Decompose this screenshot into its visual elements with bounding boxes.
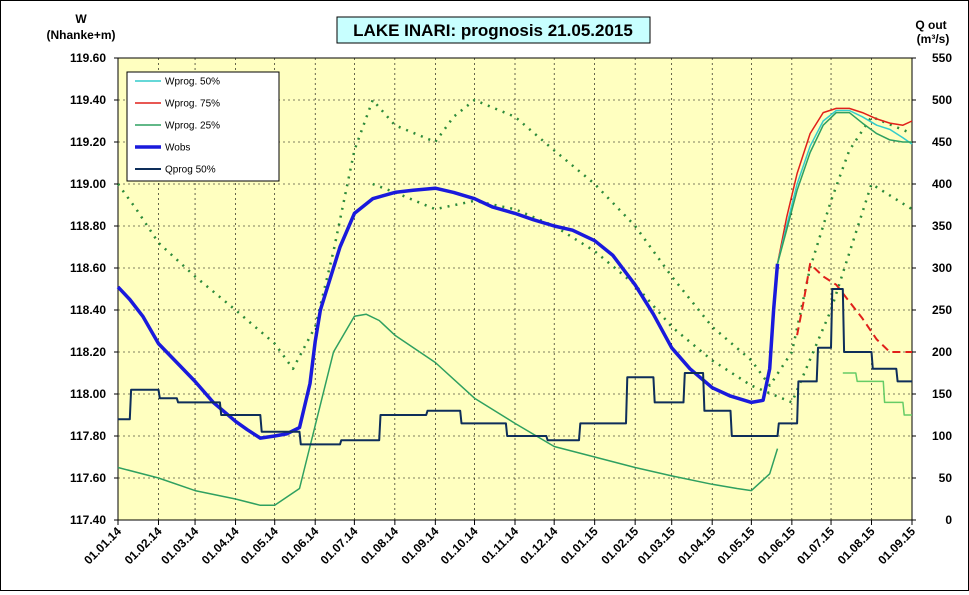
- x-axis-tick-label: 01.05.14: [238, 524, 281, 567]
- x-axis-tick-label: 01.06.14: [278, 524, 321, 567]
- series-line-3: [776, 111, 912, 264]
- right-axis-tick-label: 150: [932, 387, 952, 401]
- legend-label: Wobs: [165, 143, 190, 154]
- x-axis-ticks: 01.01.1401.02.1401.03.1401.04.1401.05.14…: [81, 520, 918, 567]
- x-axis-tick-label: 01.01.15: [558, 524, 601, 567]
- left-axis-tick-label: 117.80: [70, 429, 106, 443]
- x-axis-tick-label: 01.12.14: [517, 524, 560, 567]
- left-axis-tick-label: 118.60: [70, 261, 106, 275]
- right-axis-tick-label: 400: [932, 177, 952, 191]
- right-axis-tick-label: 450: [932, 135, 952, 149]
- legend-label: Wprog. 50%: [165, 77, 220, 88]
- x-axis-tick-label: 01.09.14: [399, 524, 442, 567]
- right-axis-tick-label: 350: [932, 219, 952, 233]
- x-axis-tick-label: 01.08.14: [358, 524, 401, 567]
- chart-title: LAKE INARI: prognosis 21.05.2015: [353, 21, 633, 40]
- series-line-8: [796, 262, 912, 353]
- left-axis-tick-label: 119.40: [70, 93, 106, 107]
- right-axis-tick-label: 200: [932, 345, 952, 359]
- series-line-6: [372, 182, 913, 404]
- legend-label: Wprog. 25%: [165, 121, 220, 132]
- x-axis-tick-label: 01.07.14: [318, 524, 361, 567]
- x-axis-tick-label: 01.05.15: [715, 524, 758, 567]
- series-line-4: [117, 313, 779, 507]
- left-axis-tick-label: 118.00: [70, 387, 106, 401]
- left-axis-title-line1: W: [75, 12, 87, 26]
- right-axis-tick-label: 500: [932, 93, 952, 107]
- right-axis-title-line2: (m³/s): [917, 32, 950, 46]
- series-line-2: [776, 107, 913, 264]
- x-axis-tick-label: 01.06.15: [755, 524, 798, 567]
- right-axis-ticks: 0 50 100 150 200 250 300 350 400 450 500 550: [912, 51, 952, 527]
- legend: Wprog. 50% Wprog. 75% Wprog. 25% Wobs Qprog …: [135, 77, 220, 176]
- left-axis-tick-label: 119.00: [70, 177, 106, 191]
- chart-title-box: [336, 16, 651, 44]
- legend-label: Qprog 50%: [165, 165, 216, 176]
- left-axis-tick-label: 119.20: [70, 135, 106, 149]
- legend-label: Wprog. 75%: [165, 99, 220, 110]
- series-line-9: [842, 372, 912, 416]
- right-axis-tick-label: 0: [945, 513, 952, 527]
- right-axis-tick-label: 50: [939, 471, 953, 485]
- left-axis-tick-label: 118.40: [70, 303, 106, 317]
- x-axis-tick-label: 01.02.14: [122, 524, 165, 567]
- x-axis-tick-label: 01.03.15: [635, 524, 678, 567]
- x-axis-tick-label: 01.04.15: [675, 524, 718, 567]
- x-axis-tick-label: 01.08.15: [835, 524, 878, 567]
- left-axis-tick-label: 117.60: [70, 471, 106, 485]
- right-axis-title-line1: Q out: [915, 18, 946, 32]
- x-axis-tick-label: 01.03.14: [158, 524, 201, 567]
- left-axis-ticks: 117.40 117.60 117.80 118.00 118.20 118.40 118.…: [70, 51, 118, 527]
- x-axis-tick-label: 01.10.14: [438, 524, 481, 567]
- x-axis-tick-label: 01.07.15: [794, 524, 837, 567]
- left-axis-tick-label: 118.20: [70, 345, 106, 359]
- x-axis-tick-label: 01.11.14: [479, 524, 522, 567]
- series-layer: [116, 98, 913, 507]
- x-axis-tick-label: 01.09.15: [875, 524, 918, 567]
- left-axis-tick-label: 119.60: [70, 51, 106, 65]
- left-axis-tick-label: 117.40: [70, 513, 106, 527]
- right-axis-tick-label: 300: [932, 261, 952, 275]
- left-axis-tick-label: 118.80: [70, 219, 106, 233]
- x-axis-tick-label: 01.02.15: [598, 524, 641, 567]
- series-line-0: [116, 186, 780, 440]
- series-line-5: [116, 98, 913, 387]
- x-axis-tick-label: 01.04.14: [199, 524, 242, 567]
- left-axis-title-line2: (Nhanke+m): [46, 28, 115, 42]
- series-line-1: [776, 109, 913, 264]
- right-axis-tick-label: 100: [932, 429, 952, 443]
- legend-box: [126, 71, 280, 182]
- series-line-7: [118, 288, 912, 446]
- x-axis-tick-label: 01.01.14: [81, 524, 124, 567]
- right-axis-tick-label: 250: [932, 303, 952, 317]
- right-axis-tick-label: 550: [932, 51, 952, 65]
